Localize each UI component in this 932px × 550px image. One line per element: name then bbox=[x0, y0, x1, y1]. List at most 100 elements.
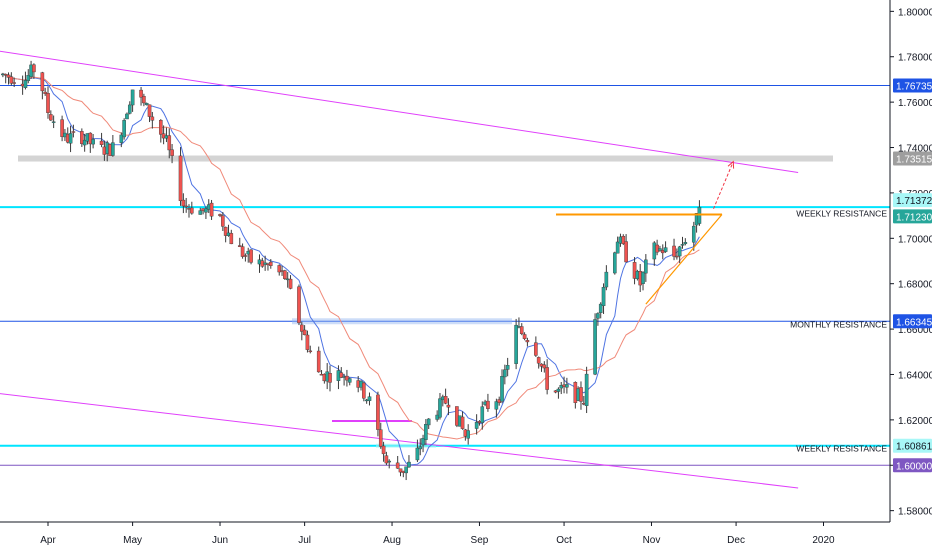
candle-body bbox=[204, 208, 208, 213]
candle bbox=[122, 118, 126, 140]
candle bbox=[300, 321, 304, 341]
candle bbox=[277, 264, 282, 276]
candle bbox=[26, 69, 31, 84]
candle-body bbox=[556, 388, 561, 392]
candle-body bbox=[494, 401, 499, 410]
price-badge bbox=[893, 193, 932, 208]
candle-body bbox=[604, 271, 609, 288]
candle bbox=[328, 365, 332, 392]
candle-body bbox=[49, 114, 53, 121]
candle bbox=[438, 392, 442, 420]
candle-body bbox=[26, 75, 31, 81]
candle bbox=[80, 128, 84, 147]
candle bbox=[130, 89, 135, 112]
candle-body bbox=[305, 334, 310, 350]
candle bbox=[641, 271, 645, 291]
candle bbox=[305, 330, 310, 353]
candle bbox=[443, 388, 448, 405]
zone-band bbox=[18, 155, 833, 162]
candle-body bbox=[127, 104, 132, 114]
candle bbox=[347, 377, 352, 386]
candle-body bbox=[584, 373, 589, 406]
price-badge-label: 1.76735 bbox=[896, 81, 932, 92]
candle-body bbox=[443, 396, 448, 404]
candle bbox=[111, 134, 115, 157]
candle-body bbox=[144, 103, 149, 106]
time-tick-label: Dec bbox=[727, 535, 745, 546]
candle-body bbox=[68, 133, 73, 144]
candle bbox=[624, 234, 628, 263]
candle-body bbox=[596, 313, 600, 319]
candle-body bbox=[683, 242, 688, 245]
candle-body bbox=[658, 248, 662, 251]
candle bbox=[46, 86, 50, 119]
candle-body bbox=[480, 406, 485, 423]
candle bbox=[446, 398, 451, 416]
candle bbox=[426, 418, 431, 430]
candle-body bbox=[9, 76, 14, 84]
candle bbox=[522, 332, 527, 341]
candle bbox=[418, 438, 423, 456]
candle-body bbox=[579, 387, 583, 402]
trend-channel-layer bbox=[0, 50, 799, 489]
candle bbox=[302, 325, 307, 336]
zone-band bbox=[376, 443, 436, 448]
candle-body bbox=[438, 398, 442, 418]
candle bbox=[584, 366, 589, 414]
time-tick-label: Apr bbox=[40, 535, 56, 546]
candle-body bbox=[522, 334, 527, 339]
candle-body bbox=[525, 340, 530, 343]
candle bbox=[542, 361, 547, 373]
price-badge bbox=[893, 438, 932, 453]
candle-body bbox=[23, 80, 28, 88]
candle-body bbox=[142, 96, 146, 104]
trend-channel-line bbox=[0, 393, 799, 489]
price-badge-label: 1.60000 bbox=[896, 461, 932, 472]
candle-body bbox=[198, 210, 203, 215]
candle bbox=[178, 147, 183, 206]
candle-body bbox=[421, 438, 425, 446]
candle-body bbox=[601, 287, 606, 307]
price-tick-label: 1.68000 bbox=[898, 280, 932, 291]
level-note: WEEKLY RESISTANCE bbox=[796, 208, 887, 218]
candle-body bbox=[158, 120, 163, 135]
candle-body bbox=[60, 119, 64, 137]
candle-body bbox=[268, 261, 273, 266]
candle-body bbox=[474, 422, 479, 429]
candle-body bbox=[362, 382, 366, 399]
candle-body bbox=[598, 303, 603, 313]
candle-body bbox=[51, 121, 56, 123]
candle bbox=[474, 414, 479, 435]
candle-body bbox=[542, 364, 547, 369]
candle-body bbox=[167, 135, 172, 151]
candle-body bbox=[345, 375, 349, 381]
candle bbox=[677, 245, 682, 264]
price-badge bbox=[893, 209, 932, 224]
candle-body bbox=[283, 270, 287, 279]
price-tick-label: 1.70000 bbox=[898, 234, 932, 245]
time-tick-label: 2020 bbox=[812, 535, 835, 546]
projection-arrow-head bbox=[727, 160, 735, 169]
candle bbox=[198, 207, 203, 215]
candle bbox=[119, 132, 124, 148]
candle-body bbox=[125, 113, 129, 120]
candle bbox=[71, 124, 76, 138]
candle-body bbox=[240, 246, 245, 257]
candle-body bbox=[644, 259, 648, 274]
candle-body bbox=[376, 394, 380, 430]
candle-body bbox=[378, 429, 383, 447]
candle-body bbox=[615, 241, 620, 254]
candle-body bbox=[249, 249, 253, 263]
candle bbox=[514, 318, 518, 370]
candle-body bbox=[466, 430, 470, 439]
price-badge bbox=[893, 78, 932, 93]
price-badges-layer: 1.76735 1.73515 1.71372 1.71230 1.66345 1.608… bbox=[893, 78, 932, 473]
candle bbox=[460, 411, 465, 430]
candle-body bbox=[40, 72, 45, 92]
candle-body bbox=[545, 367, 549, 390]
candles-layer bbox=[1, 60, 702, 481]
price-tick-label: 1.58000 bbox=[898, 507, 932, 518]
candle-body bbox=[297, 286, 301, 324]
candle-body bbox=[43, 91, 47, 94]
